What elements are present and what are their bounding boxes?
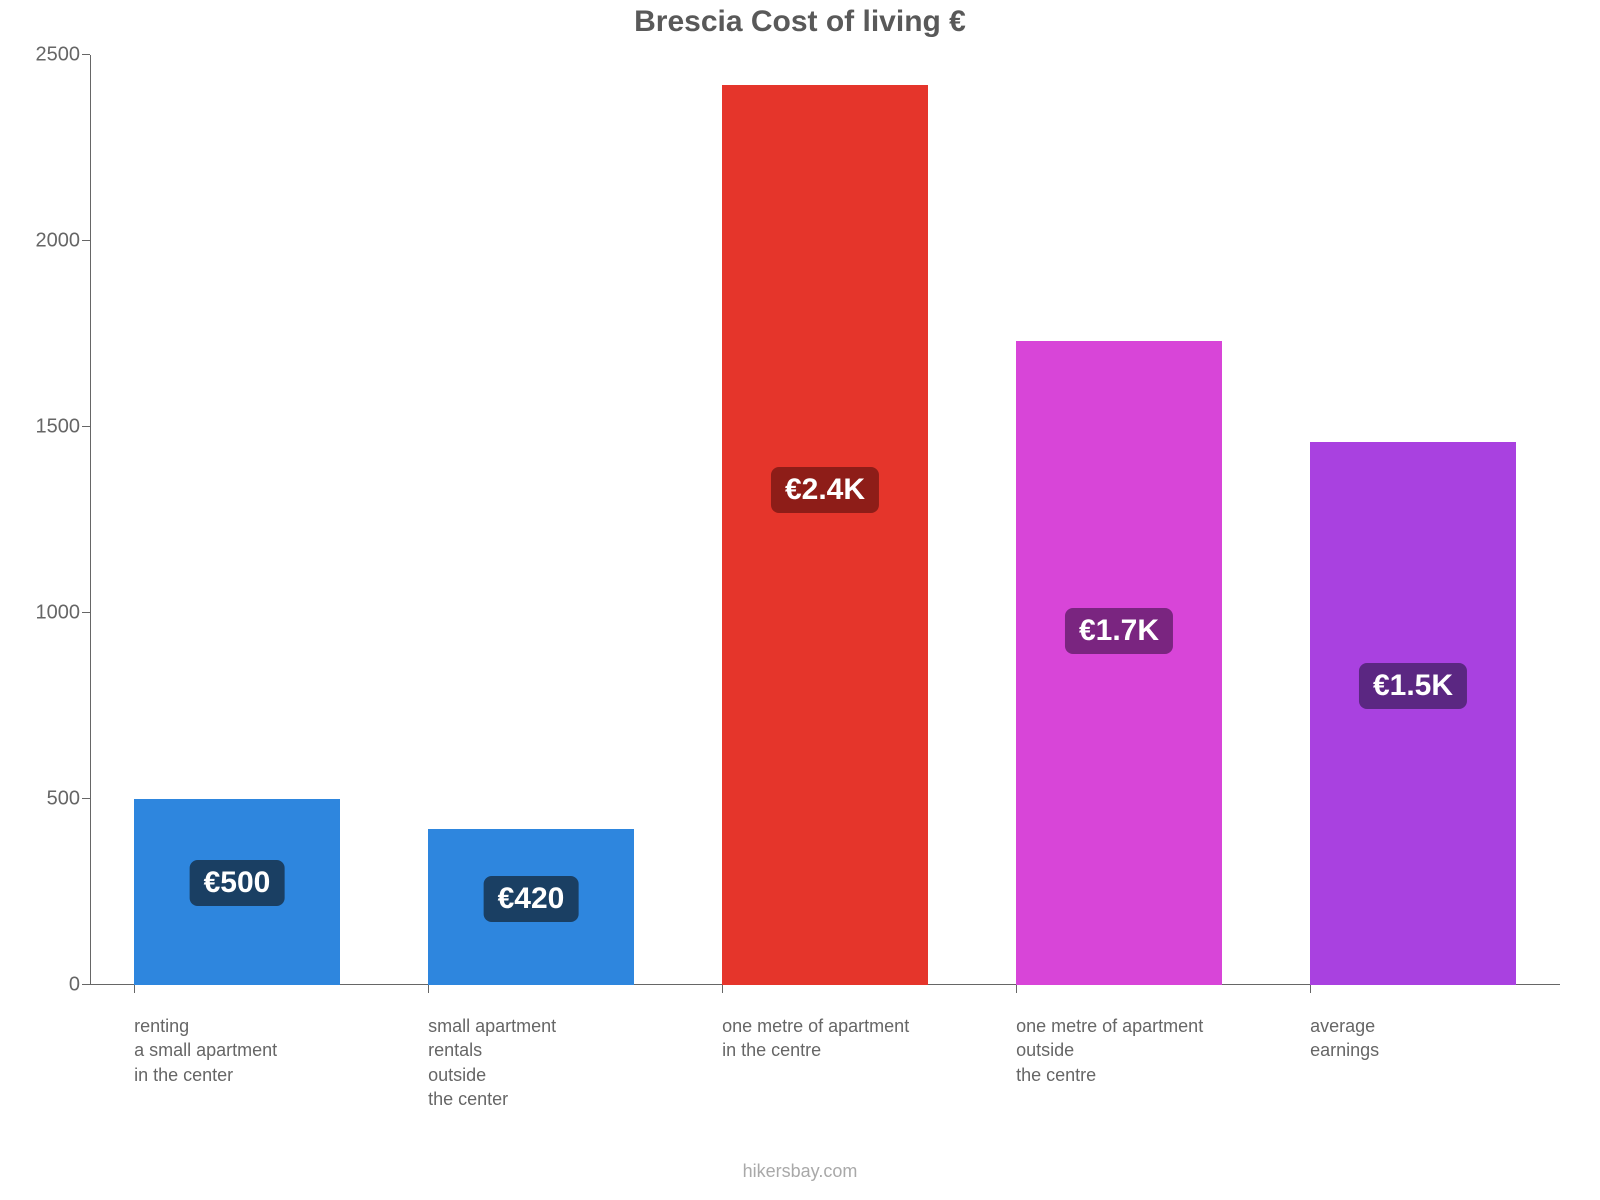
x-tick-mark <box>722 985 723 993</box>
y-tick-label: 1000 <box>20 602 80 625</box>
x-category-label: one metre of apartment in the centre <box>722 1014 909 1063</box>
bar-value-badge: €420 <box>484 876 579 922</box>
bar: €500 <box>134 799 340 985</box>
x-tick-mark <box>428 985 429 993</box>
plot-area: 05001000150020002500 €500€420€2.4K€1.7K€… <box>90 55 1560 985</box>
y-tick-label: 500 <box>20 788 80 811</box>
bar-value-badge: €500 <box>190 860 285 906</box>
x-category-label: small apartment rentals outside the cent… <box>428 1014 556 1111</box>
x-category-label: renting a small apartment in the center <box>134 1014 277 1087</box>
bar: €2.4K <box>722 85 928 985</box>
y-tick-label: 0 <box>20 974 80 997</box>
x-tick-mark <box>1310 985 1311 993</box>
y-tick-mark <box>82 240 90 241</box>
bar-value-badge: €1.7K <box>1065 608 1173 654</box>
attribution-text: hikersbay.com <box>0 1161 1600 1182</box>
x-category-label: average earnings <box>1310 1014 1379 1063</box>
bar-value-badge: €1.5K <box>1359 663 1467 709</box>
bars-container: €500 €420 €2.4K €1.7K €1.5K <box>90 55 1560 985</box>
cost-of-living-chart: Brescia Cost of living € 0 500 1000 1500 200… <box>0 0 1600 1200</box>
y-tick-mark <box>82 54 90 55</box>
bar: €420 <box>428 829 634 985</box>
bar: €1.5K <box>1310 442 1516 985</box>
y-tick-mark <box>82 426 90 427</box>
y-tick-mark <box>82 798 90 799</box>
x-category-label: one metre of apartment outside the centr… <box>1016 1014 1203 1087</box>
x-tick-mark <box>1016 985 1017 993</box>
y-tick-label: 1500 <box>20 416 80 439</box>
chart-title: Brescia Cost of living € <box>0 5 1600 39</box>
bar-value-badge: €2.4K <box>771 467 879 513</box>
y-tick-mark <box>82 612 90 613</box>
x-tick-mark <box>134 985 135 993</box>
bar: €1.7K <box>1016 341 1222 985</box>
y-tick-label: 2000 <box>20 230 80 253</box>
y-tick-label: 2500 <box>20 44 80 67</box>
y-tick-mark <box>82 984 90 985</box>
